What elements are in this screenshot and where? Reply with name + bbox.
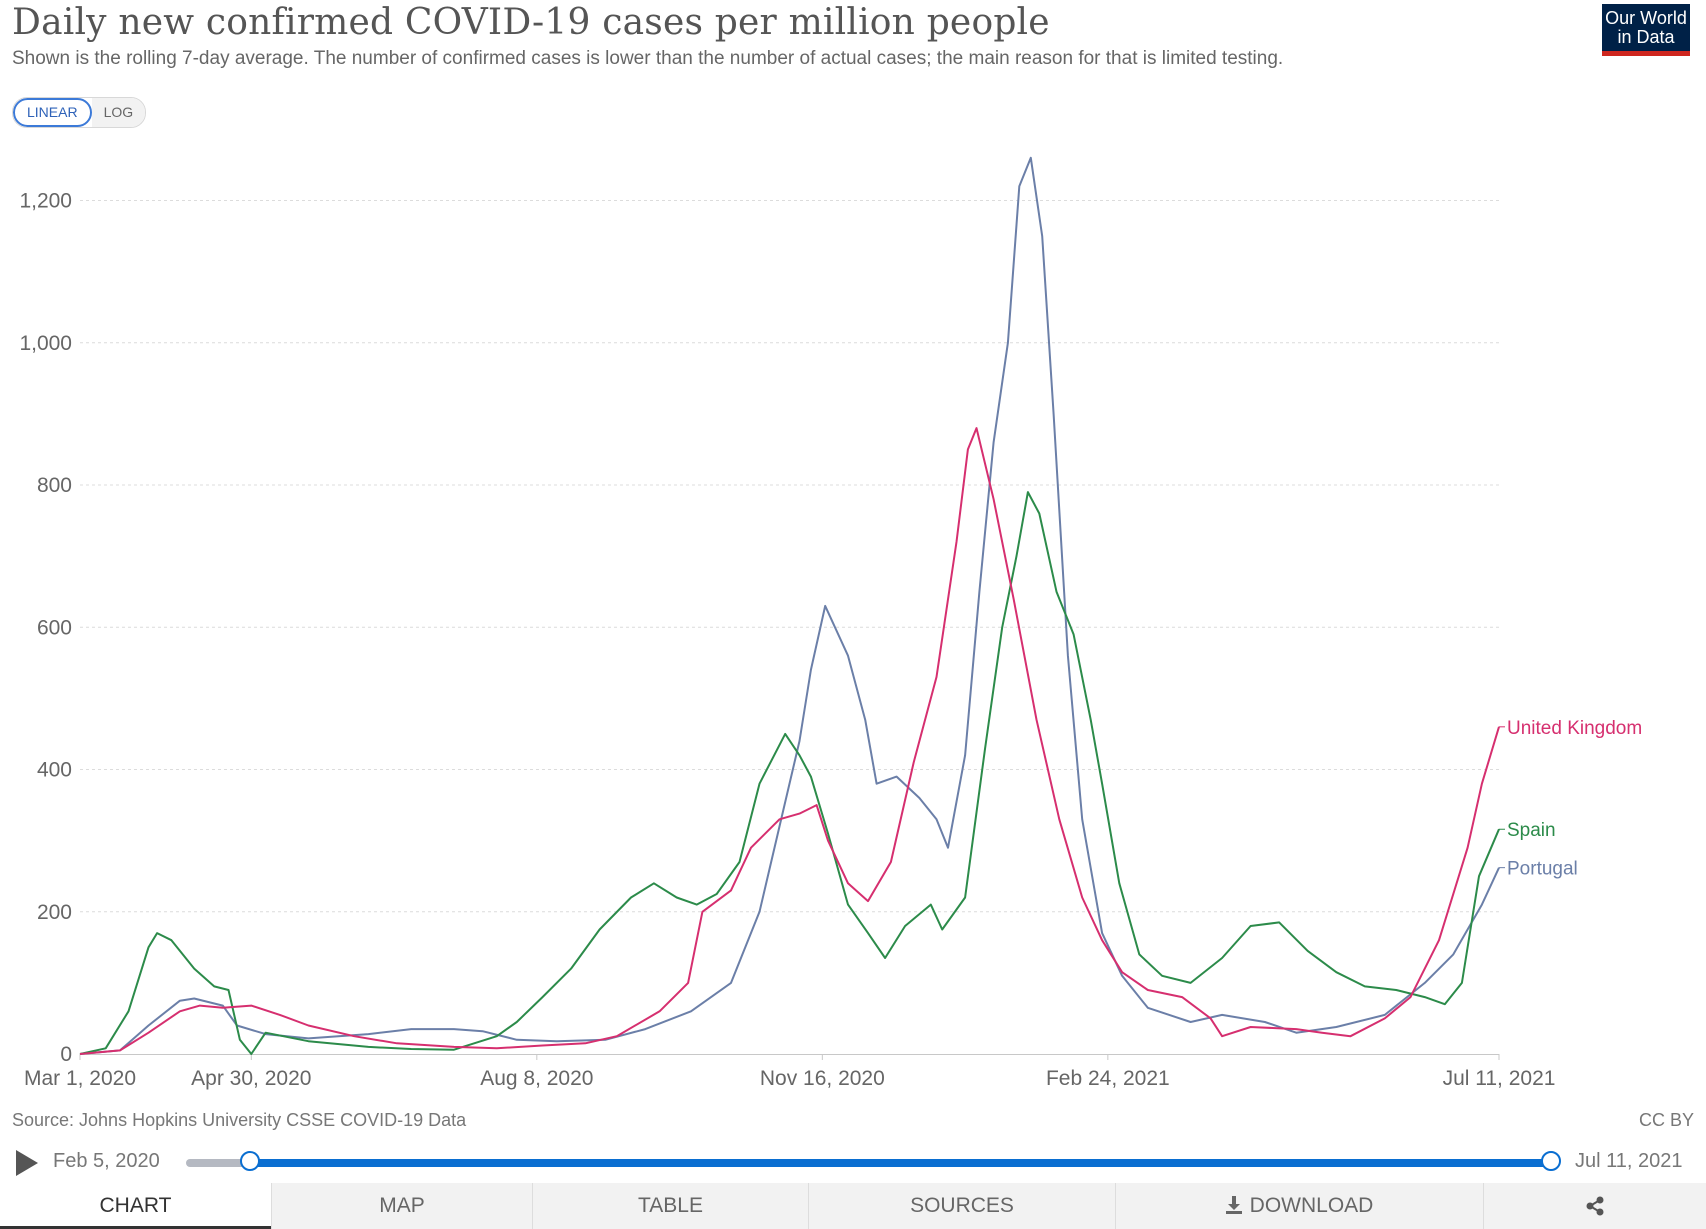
x-tick-label: Feb 24, 2021 [1046, 1067, 1170, 1090]
timeline-end-label: Jul 11, 2021 [1575, 1150, 1683, 1172]
y-tick-label: 400 [37, 759, 72, 782]
share-icon [1586, 1196, 1604, 1216]
chart-title: Daily new confirmed COVID-19 cases per m… [12, 2, 1050, 43]
logo-line-2: in Data [1617, 27, 1675, 47]
y-tick-label: 200 [37, 901, 72, 924]
download-label: DOWNLOAD [1249, 1194, 1374, 1217]
download-icon [1225, 1196, 1242, 1214]
tab-download[interactable]: DOWNLOAD [1115, 1183, 1483, 1229]
y-tick-label: 800 [37, 474, 72, 497]
log-scale-button[interactable]: LOG [91, 98, 146, 127]
owid-logo[interactable]: Our World in Data [1602, 4, 1690, 56]
tab-bar: CHART MAP TABLE SOURCES DOWNLOAD [0, 1183, 1706, 1229]
series-line-united-kingdom [79, 427, 1500, 1055]
tab-chart[interactable]: CHART [0, 1183, 271, 1229]
chart-subtitle: Shown is the rolling 7-day average. The … [12, 48, 1284, 69]
y-tick-label: 600 [37, 616, 72, 639]
timeline: Feb 5, 2020 Jul 11, 2021 [0, 1142, 1706, 1182]
tab-share[interactable] [1483, 1183, 1706, 1229]
series-label-united-kingdom: United Kingdom [1507, 718, 1642, 739]
tab-sources[interactable]: SOURCES [808, 1183, 1115, 1229]
y-tick-label: 1,000 [19, 332, 72, 355]
series-label-portugal: Portugal [1507, 859, 1578, 880]
timeline-end-handle[interactable] [1541, 1151, 1561, 1171]
series-line-portugal [79, 156, 1500, 1055]
series-label-spain: Spain [1507, 820, 1556, 841]
source-note[interactable]: Source: Johns Hopkins University CSSE CO… [12, 1110, 467, 1130]
x-tick-label: Mar 1, 2020 [24, 1067, 136, 1090]
play-icon[interactable] [16, 1150, 38, 1176]
x-tick-label: Nov 16, 2020 [760, 1067, 885, 1090]
tab-map[interactable]: MAP [271, 1183, 532, 1229]
license-label[interactable]: CC BY [1638, 1110, 1694, 1130]
line-chart[interactable]: 0 200 400 600 800 1,000 1,200 Mar 1, 2020 Apr 30… [0, 130, 1706, 1100]
y-tick-label: 1,200 [19, 190, 72, 213]
linear-scale-button[interactable]: LINEAR [13, 98, 92, 127]
x-tick-label: Aug 8, 2020 [480, 1067, 593, 1090]
timeline-selected-range [250, 1159, 1552, 1167]
tab-table[interactable]: TABLE [532, 1183, 808, 1229]
x-tick-label: Apr 30, 2020 [191, 1067, 311, 1090]
y-tick-label: 0 [60, 1043, 72, 1066]
timeline-start-handle[interactable] [240, 1151, 260, 1171]
logo-line-1: Our World [1605, 8, 1687, 28]
timeline-start-label: Feb 5, 2020 [53, 1150, 160, 1172]
x-tick-label: Jul 11, 2021 [1443, 1067, 1556, 1090]
scale-toggle[interactable]: LINEAR LOG [12, 97, 147, 128]
series-line-spain [79, 491, 1500, 1055]
